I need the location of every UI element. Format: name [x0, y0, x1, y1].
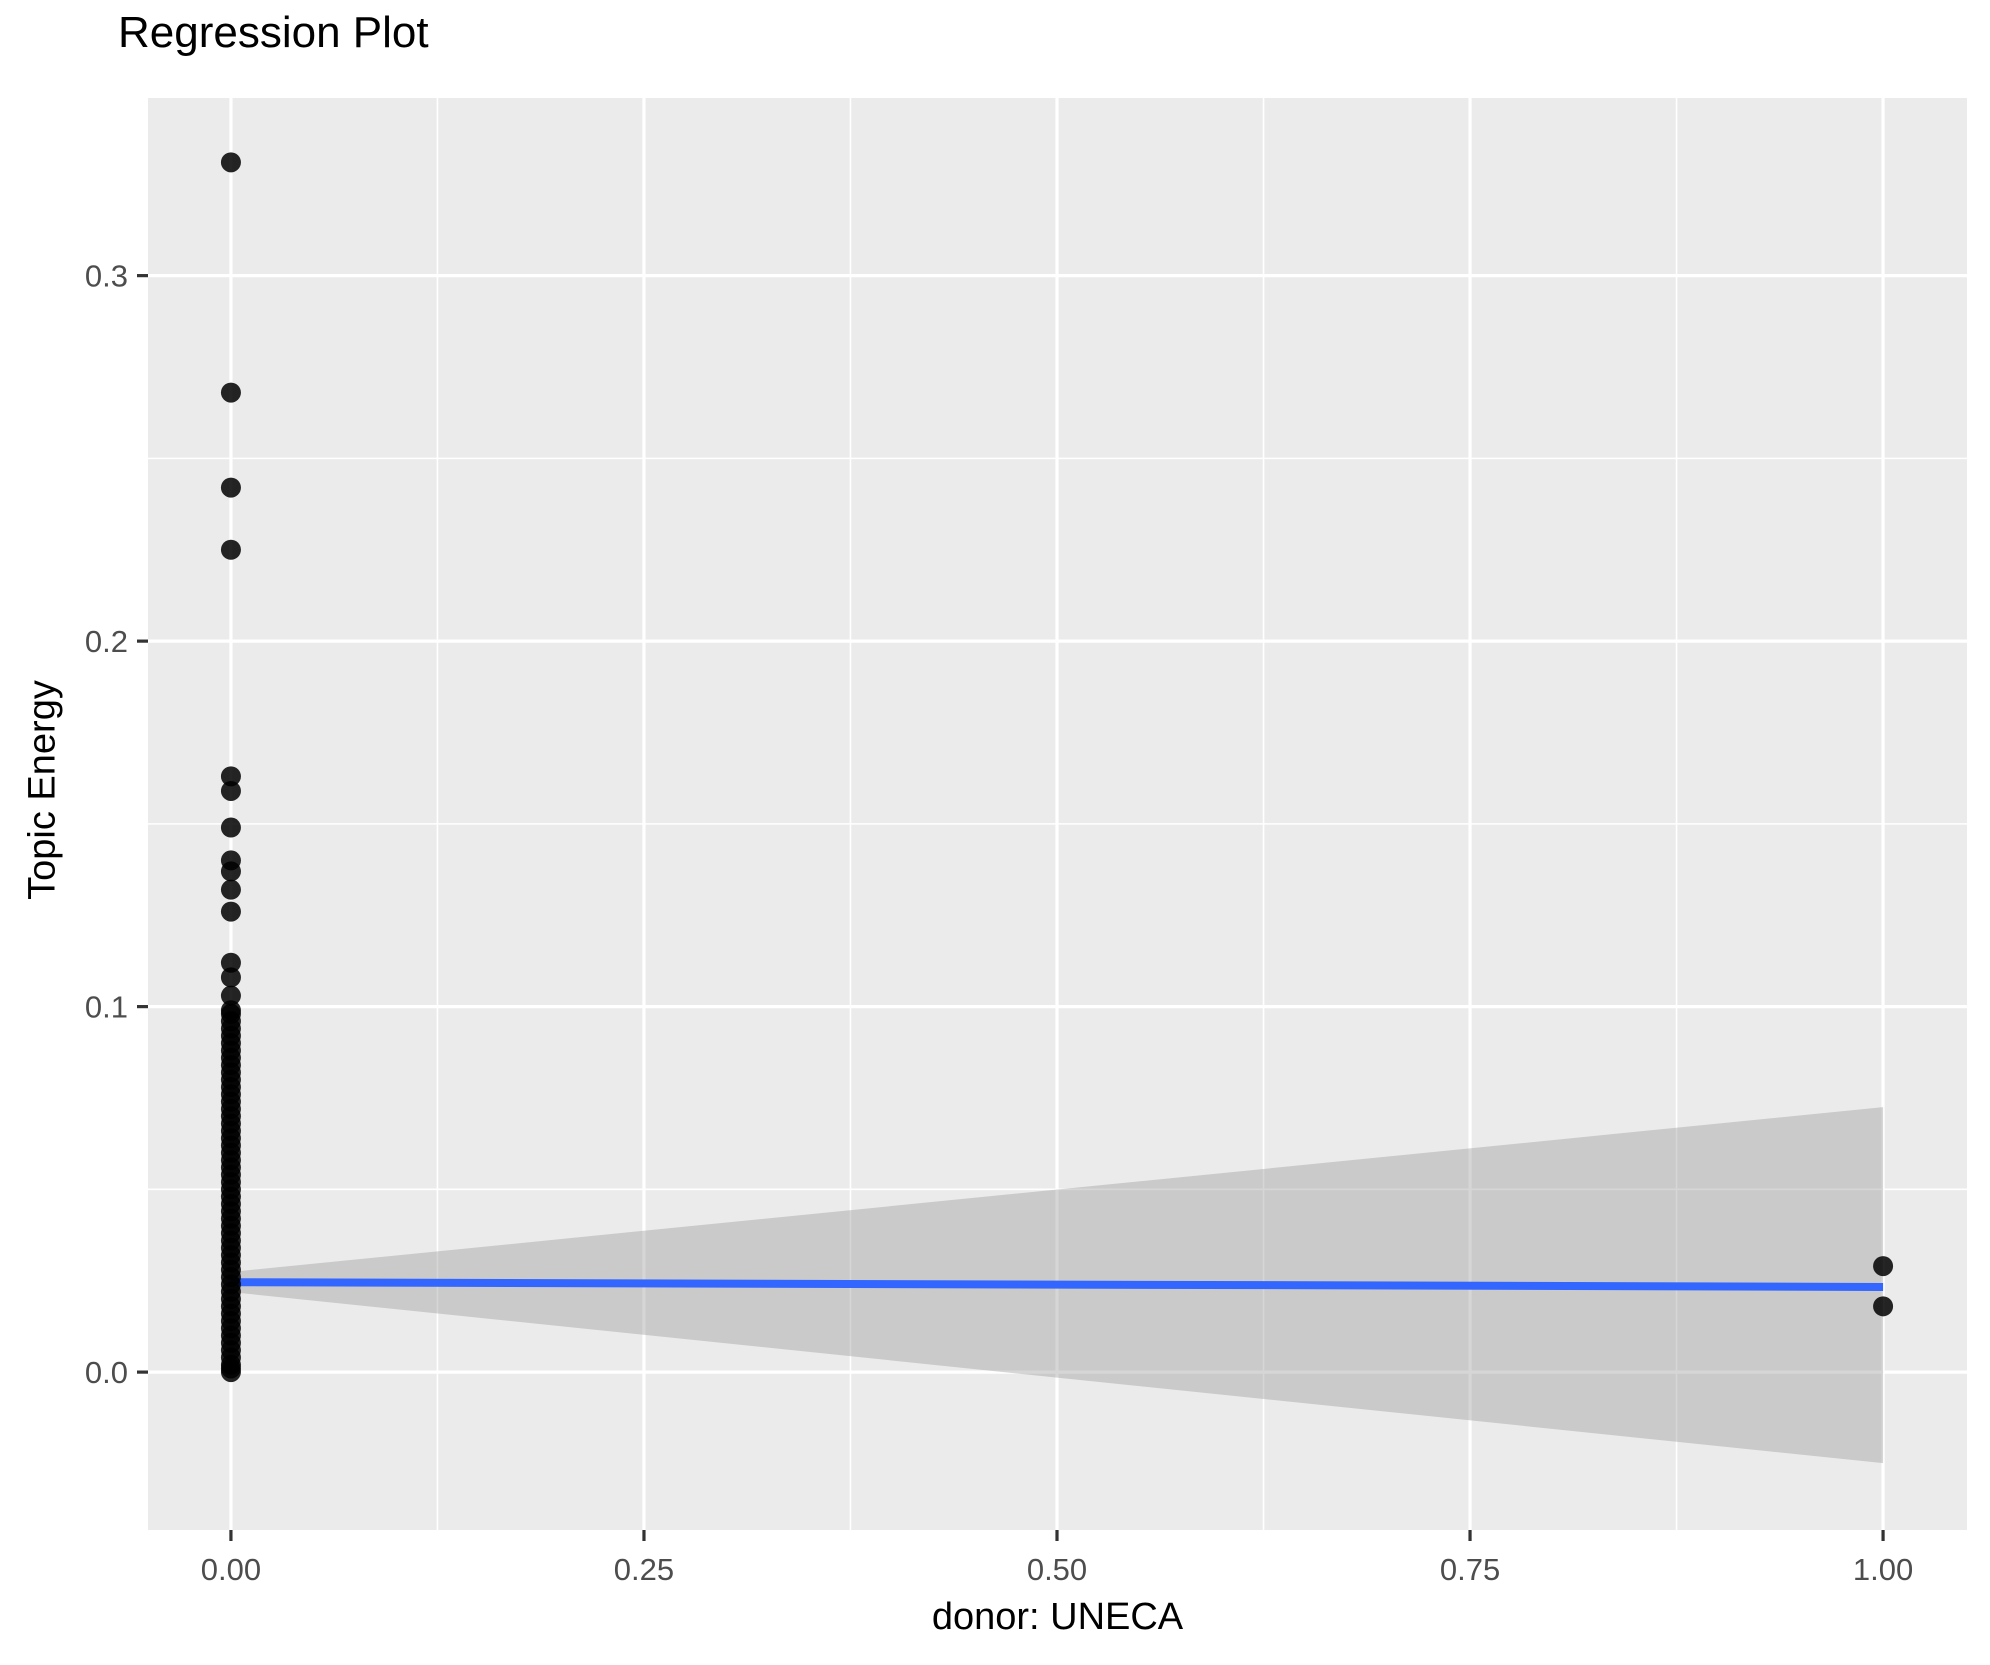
data-point — [220, 985, 241, 1006]
y-axis-title: Topic Energy — [21, 680, 64, 900]
data-point — [220, 967, 241, 988]
x-tick-label: 0.00 — [201, 1552, 261, 1587]
data-point — [220, 766, 241, 787]
data-point — [1873, 1296, 1894, 1317]
x-tick-label: 0.50 — [1027, 1552, 1087, 1587]
y-tick-label: 0.0 — [85, 1355, 128, 1390]
data-point — [220, 879, 241, 900]
data-point — [220, 817, 241, 838]
data-point — [220, 861, 241, 882]
data-point — [220, 152, 241, 173]
y-tick-label: 0.2 — [85, 624, 128, 659]
data-point — [220, 1362, 241, 1383]
data-point — [220, 382, 241, 403]
chart-title: Regression Plot — [118, 8, 429, 57]
data-point — [220, 780, 241, 801]
x-tick-label: 0.75 — [1440, 1552, 1500, 1587]
data-point — [1873, 1256, 1894, 1277]
y-tick-label: 0.1 — [85, 990, 128, 1025]
x-tick-label: 0.25 — [614, 1552, 674, 1587]
data-point — [220, 952, 241, 973]
data-point — [220, 901, 241, 922]
regression-line — [230, 1278, 1884, 1291]
data-point — [220, 539, 241, 560]
data-point — [220, 477, 241, 498]
x-tick-label: 1.00 — [1853, 1552, 1913, 1587]
x-axis-title: donor: UNECA — [931, 1596, 1184, 1638]
y-tick-label: 0.3 — [85, 259, 128, 294]
